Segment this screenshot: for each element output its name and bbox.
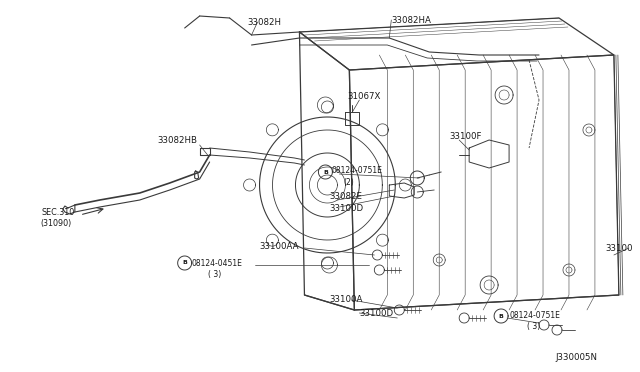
Text: ( 3): ( 3) [207, 270, 221, 279]
Text: 31067X: 31067X [348, 92, 381, 100]
Text: 33082HA: 33082HA [391, 16, 431, 25]
Text: 33100D: 33100D [330, 203, 364, 212]
Text: 33100A: 33100A [330, 295, 363, 305]
Text: 33082HB: 33082HB [157, 135, 198, 144]
Text: SEC.310: SEC.310 [42, 208, 75, 217]
Text: 08124-0451E: 08124-0451E [191, 260, 243, 269]
Text: B: B [323, 170, 328, 174]
Text: (2): (2) [344, 177, 354, 186]
Text: 33100: 33100 [605, 244, 632, 253]
Text: 33100F: 33100F [449, 131, 482, 141]
Text: J330005N: J330005N [555, 353, 597, 362]
Text: B: B [182, 260, 187, 266]
Text: ( 3): ( 3) [527, 323, 540, 331]
Text: 08124-0751E: 08124-0751E [332, 166, 382, 174]
Text: 08124-0751E: 08124-0751E [509, 311, 560, 320]
Text: 33082E: 33082E [330, 192, 362, 201]
Text: 33100D: 33100D [359, 308, 394, 317]
Text: 33100AA: 33100AA [260, 241, 299, 250]
Text: 33082H: 33082H [248, 17, 282, 26]
Text: (31090): (31090) [40, 218, 71, 228]
Text: B: B [499, 314, 504, 318]
